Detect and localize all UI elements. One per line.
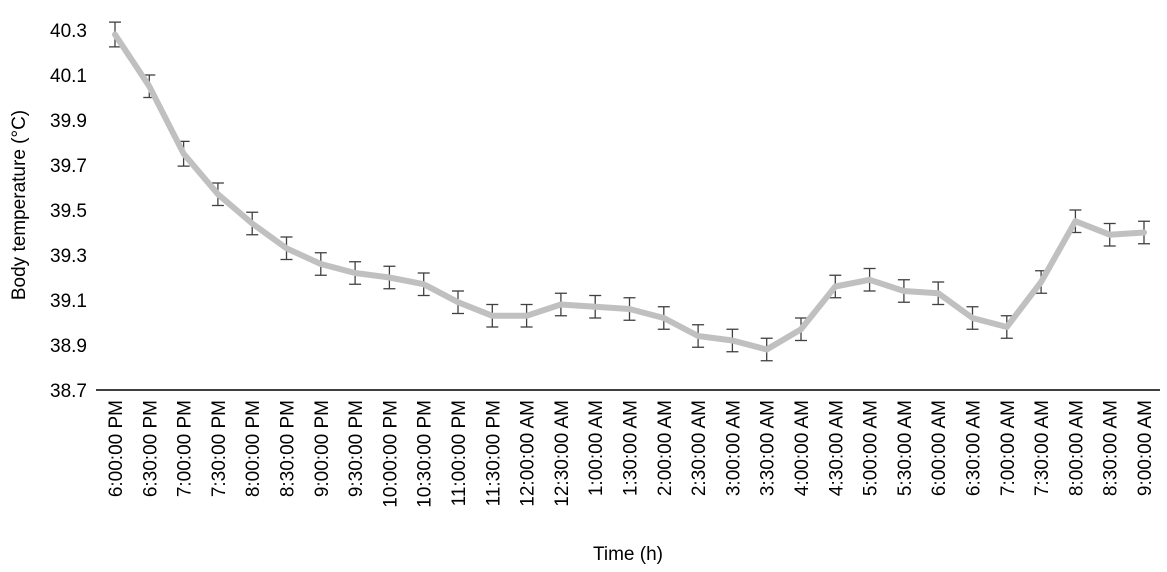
y-tick-label: 39.5 [50, 201, 87, 222]
data-point [935, 290, 941, 296]
data-point [867, 277, 873, 283]
x-tick-label: 4:00:00 AM [792, 400, 813, 496]
data-point [1004, 324, 1010, 330]
x-tick-label: 11:00:00 PM [449, 400, 470, 506]
data-point [729, 338, 735, 343]
x-tick-label: 10:30:00 PM [415, 400, 436, 508]
data-point [695, 333, 701, 339]
x-tick-label: 8:30:00 AM [1101, 400, 1122, 496]
x-tick-label: 6:30:00 AM [964, 400, 985, 496]
x-tick-label: 5:30:00 AM [895, 400, 916, 496]
x-tick-label: 9:30:00 PM [346, 400, 367, 497]
x-tick-label: 10:00:00 PM [380, 400, 401, 508]
data-point [284, 245, 289, 251]
y-tick-label: 40.3 [50, 21, 87, 42]
data-point [524, 313, 530, 319]
data-point [970, 315, 975, 321]
y-tick-label: 38.7 [50, 381, 87, 402]
x-tick-label: 2:00:00 AM [655, 400, 676, 496]
data-point [421, 281, 427, 287]
y-tick-label: 40.1 [50, 66, 87, 87]
data-point [112, 32, 118, 37]
data-point [215, 191, 221, 197]
x-tick-label: 12:00:00 AM [518, 400, 539, 507]
data-point [832, 284, 838, 289]
y-tick-label: 38.9 [50, 336, 87, 357]
x-tick-label: 7:30:00 AM [1032, 400, 1053, 496]
x-tick-label: 8:00:00 AM [1066, 400, 1087, 496]
data-point [1141, 230, 1147, 235]
data-point [352, 270, 358, 276]
y-tick-label: 39.3 [50, 246, 87, 267]
x-tick-label: 9:00:00 AM [1135, 400, 1156, 496]
x-tick-label: 5:00:00 AM [861, 400, 882, 496]
x-axis: 6:00:00 PM 6:30:00 PM 7:00:00 PM 7:30:00 PM… [106, 400, 1156, 508]
error-bars [109, 21, 1150, 362]
data-point [181, 151, 187, 157]
data-point [249, 221, 255, 226]
x-tick-label: 2:30:00 AM [689, 400, 710, 496]
x-tick-label: 3:00:00 AM [723, 400, 744, 496]
data-point [489, 313, 495, 319]
data-point [558, 302, 564, 307]
data-point [627, 306, 632, 312]
data-point [318, 261, 324, 267]
data-point [1072, 218, 1078, 224]
x-tick-label: 9:00:00 PM [312, 400, 333, 497]
x-tick-label: 3:30:00 AM [758, 400, 779, 496]
x-tick-label: 12:30:00 AM [552, 400, 573, 507]
data-point [764, 347, 770, 352]
x-tick-label: 11:30:00 PM [483, 400, 504, 506]
x-tick-label: 7:30:00 PM [209, 400, 230, 497]
data-point [901, 288, 907, 294]
x-tick-label: 6:00:00 PM [106, 400, 127, 497]
data-point [1107, 232, 1113, 238]
data-point [386, 275, 392, 280]
x-axis-title: Time (h) [593, 544, 663, 565]
x-tick-label: 8:00:00 PM [243, 400, 264, 497]
x-tick-label: 6:30:00 PM [140, 400, 161, 497]
y-tick-label: 39.7 [50, 156, 87, 177]
x-tick-label: 6:00:00 AM [929, 400, 950, 496]
x-tick-label: 8:30:00 PM [278, 400, 299, 497]
x-tick-label: 1:30:00 AM [621, 400, 642, 496]
data-point [1038, 279, 1044, 285]
data-point [661, 315, 667, 321]
x-tick-label: 4:30:00 AM [826, 400, 847, 496]
x-tick-label: 7:00:00 AM [998, 400, 1019, 496]
y-tick-label: 39.1 [50, 291, 87, 312]
x-tick-label: 1:00:00 AM [586, 400, 607, 496]
data-point [592, 304, 598, 310]
y-tick-label: 39.9 [50, 111, 87, 132]
data-point [798, 326, 804, 332]
y-axis: 38.7 38.9 39.1 39.3 39.5 39.7 39.9 40.1 40.3 [50, 21, 87, 402]
y-axis-title: Body temperature (°C) [9, 110, 30, 300]
data-point [146, 83, 152, 89]
data-point [455, 299, 461, 305]
x-tick-label: 7:00:00 PM [175, 400, 196, 497]
